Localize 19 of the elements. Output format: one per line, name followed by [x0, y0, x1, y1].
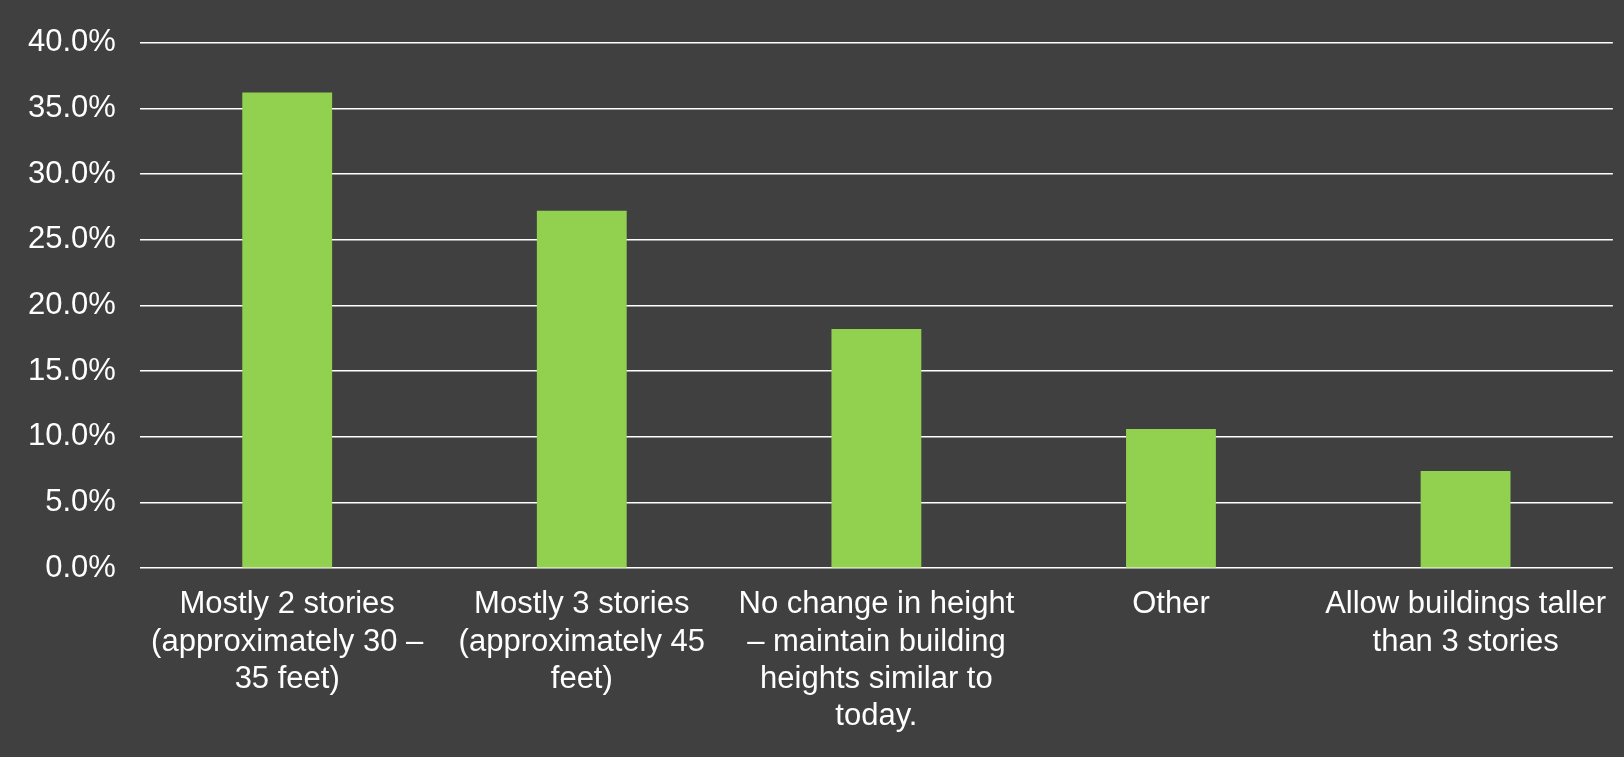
y-tick-label: 0.0%: [45, 548, 116, 584]
x-tick-label: Other: [1132, 585, 1210, 621]
bar: [1126, 428, 1216, 568]
y-tick-label: 5.0%: [45, 483, 116, 519]
y-tick-label: 30.0%: [27, 154, 116, 190]
y-tick-label: 25.0%: [27, 220, 116, 256]
bar: [242, 92, 333, 568]
bar: [831, 329, 922, 568]
y-tick-label: 40.0%: [27, 23, 116, 59]
y-tick-label: 10.0%: [27, 417, 116, 453]
x-tick-label: Mostly 3 stories (approximately 45 feet): [458, 585, 705, 695]
y-tick-label: 15.0%: [27, 351, 116, 387]
bar: [536, 210, 627, 568]
x-tick-label: Mostly 2 stories (approximately 30 – 35 feet): [151, 585, 425, 695]
y-tick-label: 35.0%: [27, 88, 116, 124]
y-tick-label: 20.0%: [27, 285, 116, 321]
x-tick-label: Allow buildings taller than 3 stories: [1325, 585, 1607, 658]
x-tick-label: No change in height – maintain building heights similar to today.: [738, 585, 1015, 732]
bar: [1420, 470, 1511, 568]
